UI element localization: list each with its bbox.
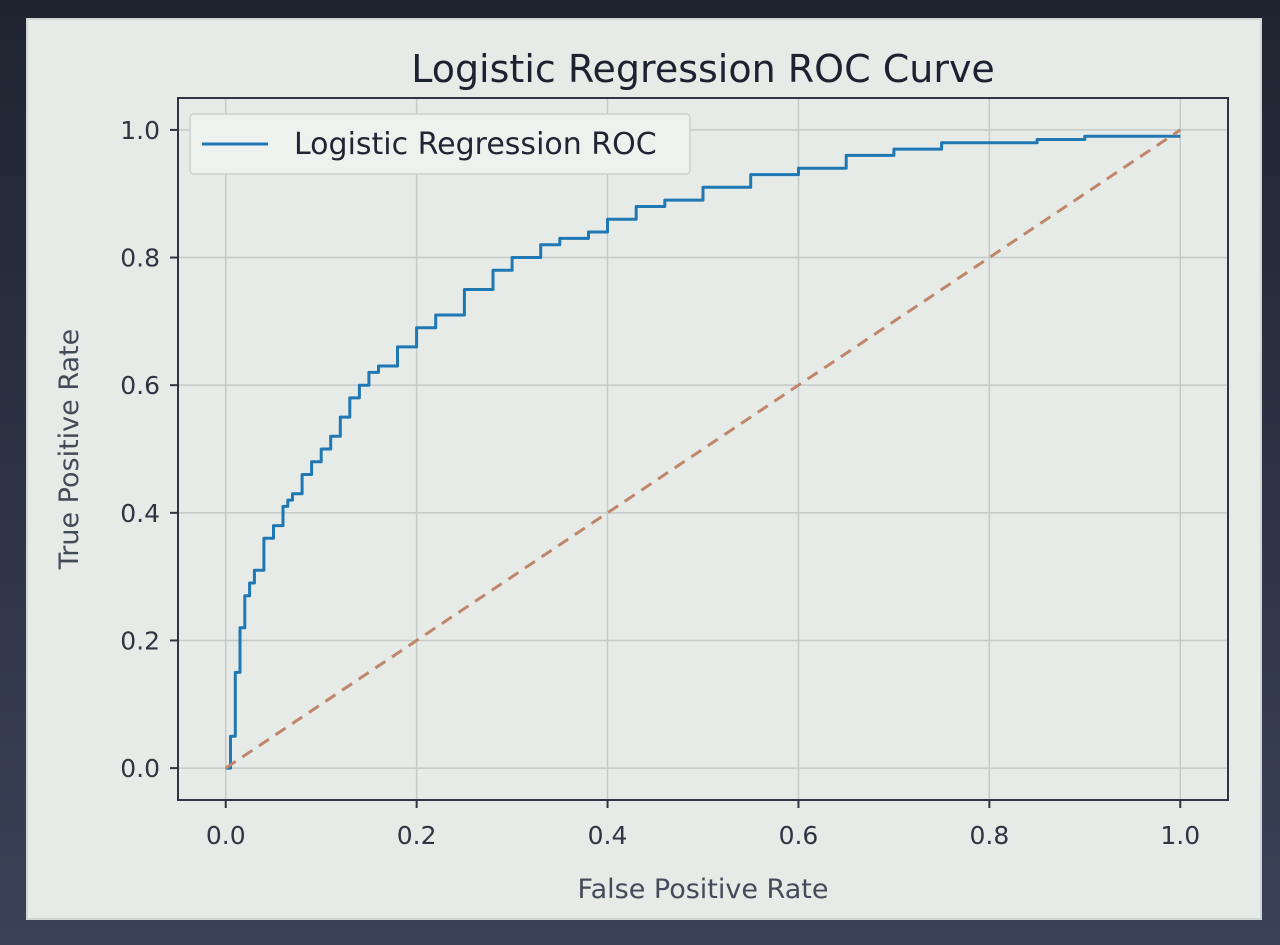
x-tick-label: 0.4	[588, 821, 628, 850]
roc-curve-line	[225, 134, 1181, 770]
roc-chart: 0.0 0.2 0.4 0.6 0.8 1.0 0.0 0.2 0.4 0.6 0.8 1.0 Log…	[54, 47, 1229, 905]
ticks: 0.0 0.2 0.4 0.6 0.8 1.0 0.0 0.2 0.4 0.6 0.8 1.0	[120, 116, 1200, 850]
legend: Logistic Regression ROC	[189, 113, 691, 175]
x-tick-label: 0.0	[206, 821, 246, 850]
x-tick-label: 1.0	[1160, 821, 1200, 850]
y-tick-label: 0.8	[120, 244, 160, 273]
plot-frame	[177, 97, 1229, 801]
series-layer	[224, 128, 1182, 770]
x-tick-label: 0.8	[969, 821, 1009, 850]
legend-label-roc: Logistic Regression ROC	[294, 127, 657, 162]
x-axis-label: False Positive Rate	[578, 874, 829, 905]
y-tick-label: 0.2	[120, 626, 160, 655]
y-tick-label: 1.0	[120, 116, 160, 145]
diagonal-reference-line	[224, 128, 1182, 770]
chart-title: Logistic Regression ROC Curve	[411, 47, 995, 91]
y-axis-label: True Positive Rate	[54, 329, 85, 571]
y-tick-label: 0.4	[120, 499, 160, 528]
legend-box	[189, 113, 691, 175]
x-tick-label: 0.2	[397, 821, 437, 850]
x-tick-label: 0.6	[779, 821, 819, 850]
y-tick-label: 0.6	[120, 371, 160, 400]
chart-screen: 0.0 0.2 0.4 0.6 0.8 1.0 0.0 0.2 0.4 0.6 0.8 1.0 Log…	[28, 20, 1260, 918]
y-tick-label: 0.0	[120, 754, 160, 783]
grid-lines	[178, 98, 1228, 800]
